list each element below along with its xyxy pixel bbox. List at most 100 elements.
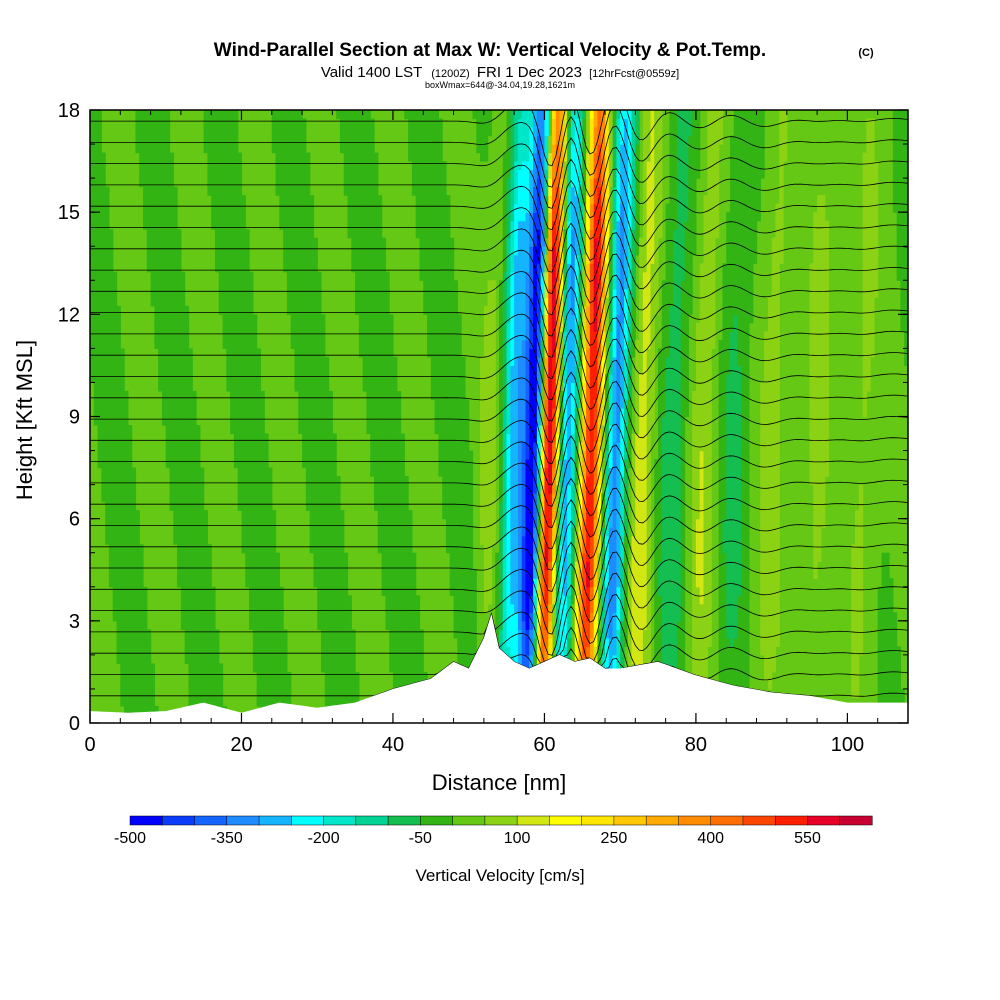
- velocity-cell: [396, 416, 402, 426]
- velocity-cell: [381, 297, 386, 307]
- velocity-cell: [324, 493, 330, 503]
- velocity-cell: [245, 382, 250, 392]
- velocity-cell: [370, 254, 375, 264]
- velocity-cell: [294, 305, 299, 315]
- velocity-cell: [514, 365, 519, 375]
- velocity-cell: [184, 629, 190, 639]
- velocity-cell: [389, 399, 394, 409]
- velocity-cell: [370, 220, 375, 230]
- velocity-cell: [374, 195, 379, 205]
- velocity-cell: [241, 425, 246, 435]
- velocity-cell: [517, 510, 523, 520]
- velocity-cell: [385, 288, 390, 298]
- velocity-cell: [101, 288, 106, 298]
- velocity-cell: [302, 203, 307, 213]
- velocity-cell: [430, 161, 436, 171]
- velocity-cell: [116, 612, 121, 622]
- velocity-cell: [392, 373, 398, 384]
- velocity-cell: [177, 501, 182, 511]
- velocity-cell: [226, 339, 231, 349]
- velocity-cell: [555, 425, 561, 435]
- velocity-cell: [525, 620, 530, 630]
- velocity-cell: [358, 348, 364, 358]
- velocity-cell: [377, 203, 383, 213]
- velocity-cell: [536, 527, 542, 537]
- velocity-cell: [120, 416, 125, 426]
- velocity-cell: [499, 561, 504, 571]
- velocity-cell: [309, 297, 315, 307]
- velocity-cell: [139, 680, 144, 690]
- velocity-cell: [249, 459, 254, 469]
- velocity-cell: [506, 246, 511, 256]
- velocity-cell: [245, 510, 250, 520]
- velocity-cell: [514, 561, 519, 571]
- velocity-cell: [108, 254, 114, 264]
- velocity-cell: [158, 254, 163, 264]
- velocity-cell: [321, 331, 326, 341]
- velocity-cell: [305, 331, 311, 341]
- velocity-cell: [283, 680, 288, 690]
- velocity-cell: [374, 390, 379, 401]
- velocity-cell: [415, 195, 421, 205]
- velocity-cell: [135, 595, 140, 605]
- velocity-cell: [283, 237, 288, 247]
- velocity-cell: [309, 493, 315, 503]
- velocity-cell: [256, 586, 262, 596]
- velocity-cell: [158, 365, 163, 375]
- velocity-cell: [283, 144, 288, 154]
- velocity-cell: [260, 501, 265, 511]
- velocity-cell: [302, 314, 307, 324]
- velocity-cell: [517, 254, 523, 264]
- velocity-cell: [506, 229, 511, 239]
- velocity-cell: [177, 467, 182, 477]
- velocity-cell: [302, 416, 307, 426]
- velocity-cell: [241, 220, 246, 230]
- velocity-cell: [366, 399, 371, 409]
- velocity-cell: [499, 356, 504, 367]
- velocity-cell: [249, 493, 254, 503]
- velocity-cell: [177, 569, 182, 579]
- velocity-cell: [491, 425, 496, 435]
- velocity-cell: [366, 144, 371, 154]
- velocity-cell: [392, 569, 398, 579]
- velocity-cell: [533, 280, 538, 290]
- velocity-cell: [252, 467, 258, 477]
- velocity-cell: [214, 127, 220, 137]
- velocity-cell: [548, 425, 553, 435]
- velocity-cell: [143, 705, 148, 716]
- velocity-cell: [192, 467, 197, 477]
- velocity-cell: [521, 510, 527, 520]
- velocity-cell: [404, 484, 409, 494]
- velocity-cell: [343, 671, 349, 682]
- velocity-cell: [230, 399, 235, 409]
- velocity-cell: [139, 544, 144, 554]
- velocity-cell: [464, 654, 470, 664]
- velocity-cell: [404, 501, 409, 511]
- velocity-cell: [339, 663, 345, 673]
- velocity-cell: [180, 620, 186, 630]
- velocity-cell: [370, 416, 375, 426]
- velocity-cell: [180, 544, 186, 554]
- velocity-cell: [241, 212, 246, 222]
- velocity-cell: [207, 654, 212, 664]
- velocity-cell: [457, 501, 462, 511]
- velocity-cell: [533, 365, 538, 375]
- velocity-cell: [237, 246, 243, 256]
- velocity-cell: [120, 688, 125, 699]
- velocity-cell: [464, 620, 470, 630]
- velocity-cell: [309, 373, 315, 384]
- velocity-cell: [169, 305, 174, 315]
- velocity-cell: [230, 339, 235, 349]
- velocity-cell: [298, 356, 303, 367]
- velocity-cell: [105, 442, 110, 452]
- velocity-cell: [336, 501, 341, 511]
- velocity-cell: [143, 110, 148, 120]
- velocity-cell: [313, 390, 318, 401]
- velocity-cell: [540, 510, 546, 520]
- velocity-cell: [487, 467, 493, 477]
- velocity-cell: [449, 305, 455, 315]
- velocity-cell: [120, 459, 125, 469]
- velocity-cell: [233, 169, 239, 179]
- velocity-cell: [536, 578, 542, 588]
- velocity-cell: [302, 382, 307, 392]
